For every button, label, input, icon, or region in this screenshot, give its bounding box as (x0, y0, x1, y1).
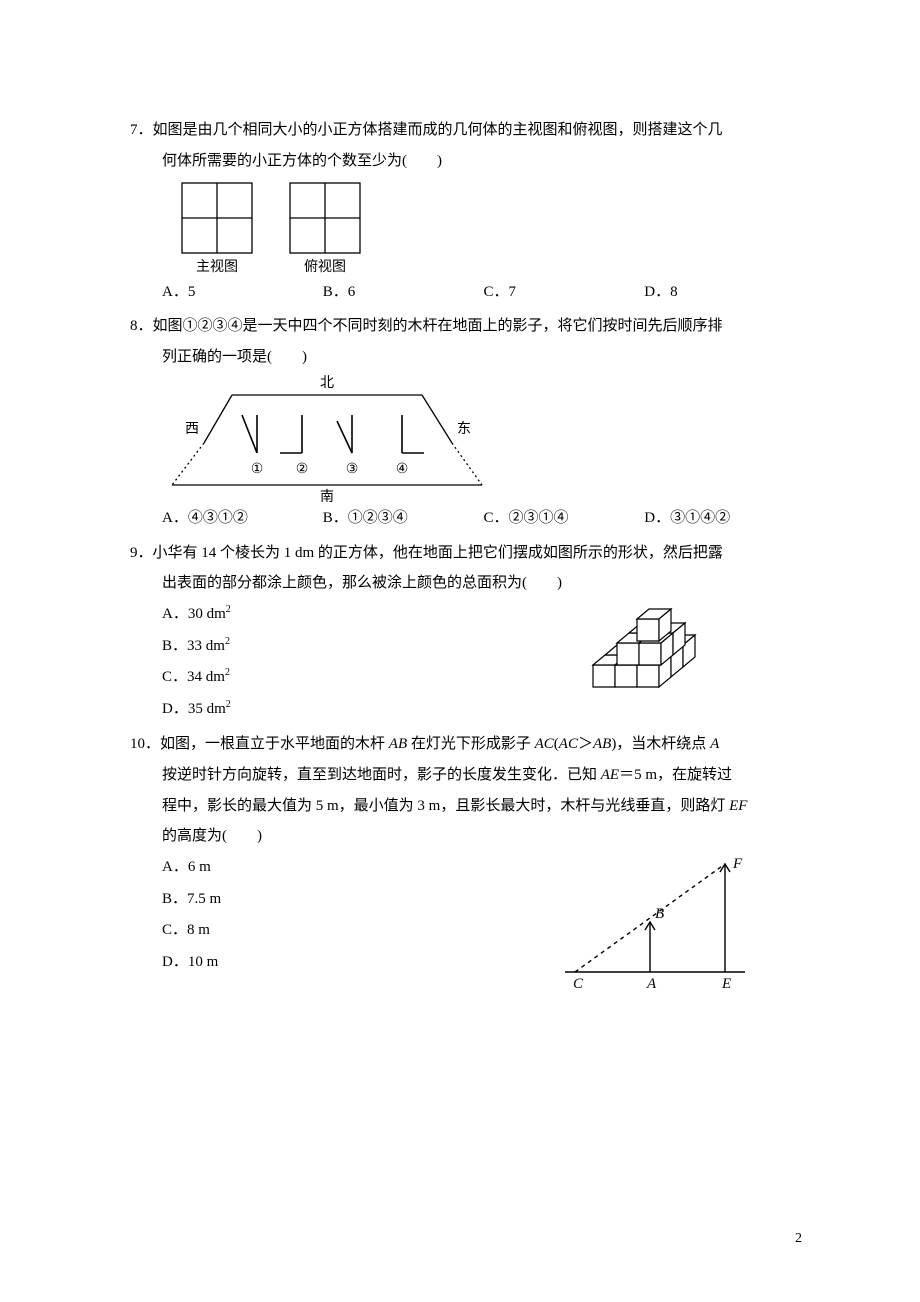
q9-opt-a-text: A．30 dm (162, 606, 226, 622)
q7-opt-d: D．8 (644, 277, 805, 308)
question-8: 8．如图①②③④是一天中四个不同时刻的木杆在地面上的影子，将它们按时间先后顺序排… (130, 311, 805, 533)
q9-opt-b-sup: 2 (225, 636, 230, 647)
q10-B: B (655, 906, 664, 922)
q8-n3: ③ (346, 462, 359, 477)
q9-line2: 出表面的部分都涂上颜色，那么被涂上颜色的总面积为( ) (130, 568, 805, 599)
q7-text1: 如图是由几个相同大小的小正方体搭建而成的几何体的主视图和俯视图，则搭建这个几 (153, 122, 723, 138)
q9-figure (575, 599, 805, 715)
q8-opt-b: B．①②③④ (323, 503, 484, 534)
q7-line2: 何体所需要的小正方体的个数至少为( ) (130, 146, 805, 177)
page: 7．如图是由几个相同大小的小正方体搭建而成的几何体的主视图和俯视图，则搭建这个几… (0, 0, 920, 1302)
q8-opt-a: A．④③①② (162, 503, 323, 534)
q8-opt-d: D．③①④② (644, 503, 805, 534)
q10-diagram-svg: F B C A E (555, 852, 765, 992)
q9-opt-b: B．33 dm2 (162, 631, 575, 663)
q10-text1: 如图，一根直立于水平地面的木杆 AB 在灯光下形成影子 AC(AC＞AB)，当木… (160, 736, 719, 752)
q8-line2: 列正确的一项是( ) (130, 342, 805, 373)
q8-n2: ② (296, 462, 309, 477)
q9-opt-d-sup: 2 (226, 699, 231, 710)
q8-n4: ④ (396, 462, 409, 477)
q8-options: A．④③①② B．①②③④ C．②③①④ D．③①④② (130, 503, 805, 534)
q10-opt-d: D．10 m (162, 947, 555, 979)
q10-line1: 10．如图，一根直立于水平地面的木杆 AB 在灯光下形成影子 AC(AC＞AB)… (130, 729, 805, 760)
q10-opt-c: C．8 m (162, 915, 555, 947)
q10-A: A (646, 976, 657, 992)
q9-text1: 小华有 14 个棱长为 1 dm 的正方体，他在地面上把它们摆成如图所示的形状，… (153, 545, 723, 561)
q8-line1: 8．如图①②③④是一天中四个不同时刻的木杆在地面上的影子，将它们按时间先后顺序排 (130, 311, 805, 342)
q9-line1: 9．小华有 14 个棱长为 1 dm 的正方体，他在地面上把它们摆成如图所示的形… (130, 538, 805, 569)
q9-opt-a-sup: 2 (226, 604, 231, 615)
q10-opt-a: A．6 m (162, 852, 555, 884)
q7-opt-a: A．5 (162, 277, 323, 308)
q7-opt-b: B．6 (323, 277, 484, 308)
q9-options: A．30 dm2 B．33 dm2 C．34 dm2 D．35 dm2 (162, 599, 575, 725)
question-9: 9．小华有 14 个棱长为 1 dm 的正方体，他在地面上把它们摆成如图所示的形… (130, 538, 805, 726)
q8-west: 西 (185, 422, 199, 437)
q8-south: 南 (320, 489, 334, 503)
q10-num: 10． (130, 736, 160, 752)
q9-opt-a: A．30 dm2 (162, 599, 575, 631)
q9-opt-d: D．35 dm2 (162, 694, 575, 726)
q7-views-svg: 主视图 俯视图 (162, 177, 382, 277)
q7-line1: 7．如图是由几个相同大小的小正方体搭建而成的几何体的主视图和俯视图，则搭建这个几 (130, 115, 805, 146)
q8-opt-c: C．②③①④ (484, 503, 645, 534)
q7-opt-c: C．7 (484, 277, 645, 308)
q10-F: F (732, 856, 743, 872)
q10-body: A．6 m B．7.5 m C．8 m D．10 m (130, 852, 805, 992)
q8-num: 8． (130, 318, 153, 334)
q8-n1: ① (251, 462, 264, 477)
q10-line2: 按逆时针方向旋转，直至到达地面时，影子的长度发生变化．已知 AE＝5 m，在旋转… (130, 760, 805, 791)
q9-num: 9． (130, 545, 153, 561)
q10-C: C (573, 976, 584, 992)
q7-figure: 主视图 俯视图 (130, 177, 805, 277)
page-number: 2 (795, 1225, 802, 1254)
q10-options: A．6 m B．7.5 m C．8 m D．10 m (162, 852, 555, 978)
q9-opt-d-text: D．35 dm (162, 701, 226, 717)
question-10: 10．如图，一根直立于水平地面的木杆 AB 在灯光下形成影子 AC(AC＞AB)… (130, 729, 805, 992)
q10-line4: 的高度为( ) (130, 821, 805, 852)
q9-opt-c-text: C．34 dm (162, 669, 225, 685)
q8-text1: 如图①②③④是一天中四个不同时刻的木杆在地面上的影子，将它们按时间先后顺序排 (153, 318, 723, 334)
q9-opt-b-text: B．33 dm (162, 638, 225, 654)
q9-body: A．30 dm2 B．33 dm2 C．34 dm2 D．35 dm2 (130, 599, 805, 725)
q10-E: E (721, 976, 731, 992)
q7-num: 7． (130, 122, 153, 138)
q10-opt-b: B．7.5 m (162, 884, 555, 916)
q10-line3: 程中，影长的最大值为 5 m，最小值为 3 m，且影长最大时，木杆与光线垂直，则… (130, 791, 805, 822)
q7-options: A．5 B．6 C．7 D．8 (130, 277, 805, 308)
q8-north: 北 (320, 375, 334, 391)
q8-shadows-svg: 北 南 西 东 (162, 373, 492, 503)
q9-opt-c-sup: 2 (225, 667, 230, 678)
q8-figure: 北 南 西 东 (130, 373, 805, 503)
q10-figure: F B C A E (555, 852, 805, 992)
q9-opt-c: C．34 dm2 (162, 662, 575, 694)
question-7: 7．如图是由几个相同大小的小正方体搭建而成的几何体的主视图和俯视图，则搭建这个几… (130, 115, 805, 307)
q9-cubes-svg (575, 605, 745, 715)
q7-front-label: 主视图 (196, 259, 238, 275)
q8-east: 东 (457, 421, 471, 437)
q7-top-label: 俯视图 (304, 259, 346, 275)
